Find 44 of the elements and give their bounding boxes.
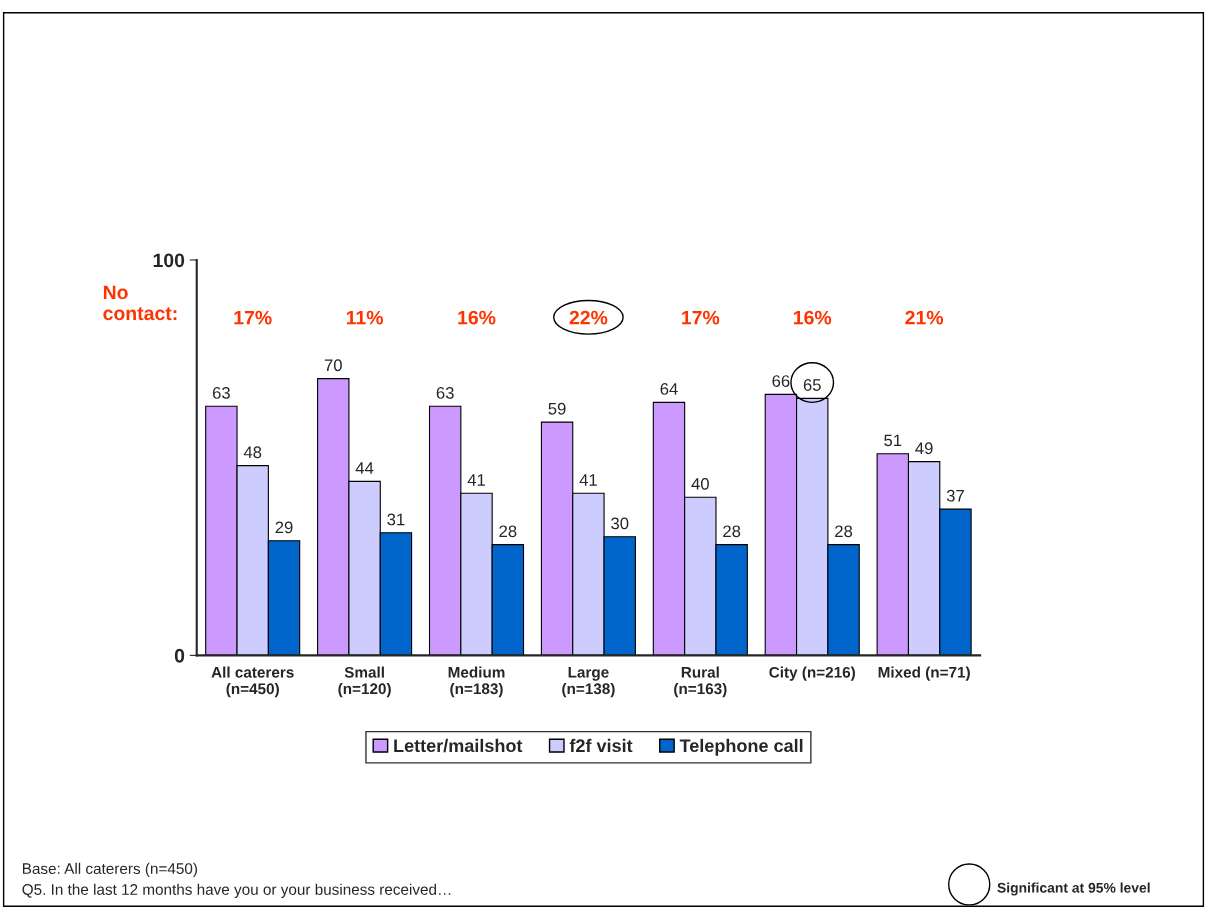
text: No contact: xyxy=(103,285,177,321)
data-label: 40 xyxy=(691,477,709,490)
legend-label: Letter/mailshot xyxy=(394,738,523,753)
data-label: 51 xyxy=(884,434,902,447)
data-label: 30 xyxy=(611,517,629,530)
x-tick-label: Large (n=138) xyxy=(562,666,615,698)
annotation: 16% xyxy=(458,310,496,325)
y-tick-label: 0 xyxy=(174,648,185,663)
data-label: 63 xyxy=(212,387,230,399)
data-label: 41 xyxy=(467,474,485,486)
data-label: 59 xyxy=(548,402,566,415)
x-tick-label: Rural (n=163) xyxy=(674,666,727,698)
data-label: 63 xyxy=(436,387,454,399)
x-tick-label: All caterers (n=450) xyxy=(211,666,294,698)
data-label: 29 xyxy=(275,521,293,534)
annotation: 22% xyxy=(569,310,608,325)
annotation: 17% xyxy=(682,310,720,325)
text: Significant at 95% level xyxy=(997,882,1150,896)
annotation: 16% xyxy=(793,310,832,325)
data-label: 49 xyxy=(915,442,933,455)
data-label: 70 xyxy=(324,359,342,372)
data-label: 37 xyxy=(946,489,964,502)
data-label: 28 xyxy=(835,525,853,538)
data-label: 28 xyxy=(499,525,517,538)
data-label: 41 xyxy=(579,474,597,486)
x-tick-label: Medium (n=183) xyxy=(448,666,505,698)
x-tick-label: Mixed (n=71) xyxy=(878,666,970,681)
annotation: 21% xyxy=(905,310,944,325)
legend-label: Telephone call xyxy=(679,738,803,756)
x-tick-label: Small (n=120) xyxy=(338,666,391,698)
data-label: 66 xyxy=(772,375,790,387)
x-tick-label: City (n=216) xyxy=(769,666,855,681)
data-label: 64 xyxy=(660,383,678,395)
data-label: 48 xyxy=(243,446,262,459)
text: Q5. In the last 12 months have you or your business received… xyxy=(22,883,451,898)
annotation: 17% xyxy=(234,310,272,325)
annotation: 11% xyxy=(346,310,384,325)
text: Base: All caterers (n=450) xyxy=(22,862,197,878)
y-tick-label: 100 xyxy=(153,253,185,268)
data-label: 44 xyxy=(355,462,374,474)
data-label: 28 xyxy=(723,525,741,538)
data-label: 31 xyxy=(387,513,405,526)
legend-label: f2f visit xyxy=(569,738,633,753)
data-label: 65 xyxy=(803,379,821,391)
